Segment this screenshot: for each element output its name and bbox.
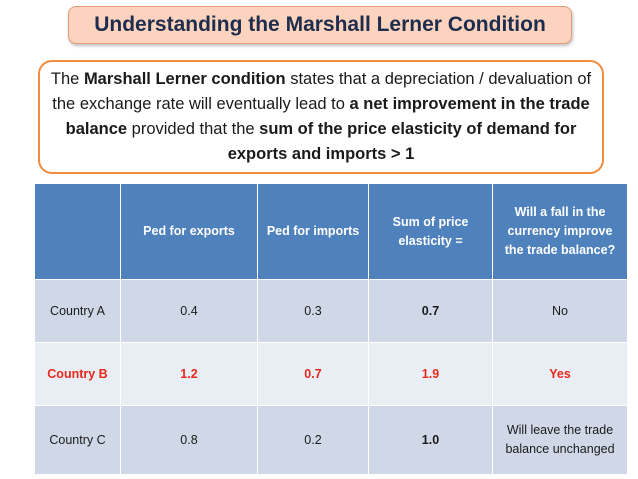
- page-title: Understanding the Marshall Lerner Condit…: [68, 6, 572, 44]
- country-c-label: Country C: [34, 405, 121, 475]
- country-b-imports: 0.7: [257, 342, 369, 406]
- country-a-answer: No: [492, 279, 628, 343]
- header-trade-balance-question: Will a fall in the currency improve the …: [492, 183, 628, 280]
- country-a-label: Country A: [34, 279, 121, 343]
- table-row: Country B 1.2 0.7 1.9 Yes: [34, 342, 628, 406]
- definition-term: Marshall Lerner condition: [83, 70, 286, 88]
- definition-outcome: a net improvement in the trade balance: [65, 95, 590, 138]
- header-sum-elasticity: Sum of price elasticity =: [368, 183, 493, 280]
- country-b-label: Country B: [34, 342, 121, 406]
- definition-text: The Marshall Lerner condition states tha…: [44, 67, 598, 167]
- definition-condition: sum of the price elasticity of demand fo…: [227, 120, 577, 163]
- header-ped-exports: Ped for exports: [120, 183, 258, 280]
- definition-box: The Marshall Lerner condition states tha…: [38, 60, 604, 174]
- country-a-imports: 0.3: [257, 279, 369, 343]
- country-c-sum: 1.0: [368, 405, 493, 475]
- table-row: Country A 0.4 0.3 0.7 No: [34, 279, 628, 343]
- country-b-sum: 1.9: [368, 342, 493, 406]
- definition-part-3: provided that the: [127, 120, 260, 138]
- country-b-answer: Yes: [492, 342, 628, 406]
- country-c-exports: 0.8: [120, 405, 258, 475]
- definition-part-2: states that a depreciation / devaluation…: [52, 70, 592, 113]
- header-empty: [34, 183, 121, 280]
- definition-part-1: The: [50, 70, 84, 88]
- country-b-exports: 1.2: [120, 342, 258, 406]
- country-a-sum: 0.7: [368, 279, 493, 343]
- header-ped-imports: Ped for imports: [257, 183, 369, 280]
- elasticity-table: Ped for exports Ped for imports Sum of p…: [34, 183, 628, 475]
- country-a-exports: 0.4: [120, 279, 258, 343]
- table-header-row: Ped for exports Ped for imports Sum of p…: [34, 183, 628, 280]
- country-c-answer: Will leave the trade balance unchanged: [492, 405, 628, 475]
- country-c-imports: 0.2: [257, 405, 369, 475]
- table-row: Country C 0.8 0.2 1.0 Will leave the tra…: [34, 405, 628, 475]
